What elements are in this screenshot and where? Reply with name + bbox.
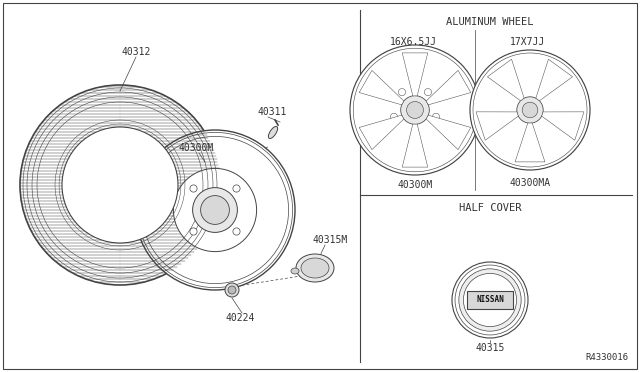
Circle shape bbox=[546, 113, 553, 120]
Circle shape bbox=[190, 228, 197, 235]
Circle shape bbox=[452, 262, 528, 338]
Text: 16X6.5JJ: 16X6.5JJ bbox=[390, 37, 437, 47]
Text: 40224: 40224 bbox=[225, 313, 255, 323]
Circle shape bbox=[515, 90, 522, 97]
Polygon shape bbox=[536, 59, 573, 101]
Text: ALUMINUM WHEEL: ALUMINUM WHEEL bbox=[446, 17, 534, 27]
Circle shape bbox=[522, 102, 538, 118]
Circle shape bbox=[399, 89, 406, 96]
Circle shape bbox=[459, 269, 521, 331]
Circle shape bbox=[470, 50, 590, 170]
Circle shape bbox=[527, 127, 533, 134]
Text: 40300MA: 40300MA bbox=[509, 178, 550, 188]
Circle shape bbox=[539, 90, 545, 97]
Circle shape bbox=[62, 127, 178, 243]
Ellipse shape bbox=[296, 254, 334, 282]
Circle shape bbox=[190, 185, 197, 192]
Text: R4330016: R4330016 bbox=[585, 353, 628, 362]
Polygon shape bbox=[402, 53, 428, 96]
Circle shape bbox=[412, 128, 419, 136]
Text: 40300M: 40300M bbox=[397, 180, 433, 190]
Circle shape bbox=[228, 286, 236, 294]
Circle shape bbox=[225, 283, 239, 297]
Text: 40311: 40311 bbox=[257, 107, 287, 117]
Text: 40312: 40312 bbox=[122, 47, 150, 57]
Circle shape bbox=[508, 113, 514, 120]
Ellipse shape bbox=[268, 126, 278, 138]
FancyBboxPatch shape bbox=[467, 291, 513, 308]
Text: 17X7JJ: 17X7JJ bbox=[510, 37, 545, 47]
Text: 40300M: 40300M bbox=[179, 143, 214, 153]
Polygon shape bbox=[476, 112, 518, 140]
Polygon shape bbox=[359, 70, 404, 105]
Polygon shape bbox=[402, 124, 428, 167]
Polygon shape bbox=[515, 123, 545, 162]
Circle shape bbox=[433, 113, 440, 121]
Circle shape bbox=[233, 185, 240, 192]
Circle shape bbox=[350, 45, 480, 175]
Text: 40315M: 40315M bbox=[312, 235, 348, 245]
Circle shape bbox=[193, 187, 237, 232]
Polygon shape bbox=[541, 112, 584, 140]
Ellipse shape bbox=[301, 258, 329, 278]
Ellipse shape bbox=[291, 268, 299, 274]
Circle shape bbox=[135, 130, 295, 290]
Circle shape bbox=[401, 96, 429, 124]
Circle shape bbox=[406, 102, 424, 118]
Text: NISSAN: NISSAN bbox=[476, 295, 504, 305]
Circle shape bbox=[463, 273, 516, 327]
Text: 40315: 40315 bbox=[476, 343, 505, 353]
Polygon shape bbox=[488, 59, 524, 101]
Circle shape bbox=[455, 265, 525, 335]
Polygon shape bbox=[426, 70, 471, 105]
Circle shape bbox=[233, 228, 240, 235]
Circle shape bbox=[424, 89, 431, 96]
Polygon shape bbox=[426, 115, 471, 150]
Polygon shape bbox=[359, 115, 404, 150]
Text: HALF COVER: HALF COVER bbox=[459, 203, 521, 213]
Circle shape bbox=[20, 85, 220, 285]
Circle shape bbox=[517, 97, 543, 123]
Circle shape bbox=[390, 113, 397, 121]
Circle shape bbox=[173, 169, 257, 251]
Circle shape bbox=[200, 196, 229, 224]
